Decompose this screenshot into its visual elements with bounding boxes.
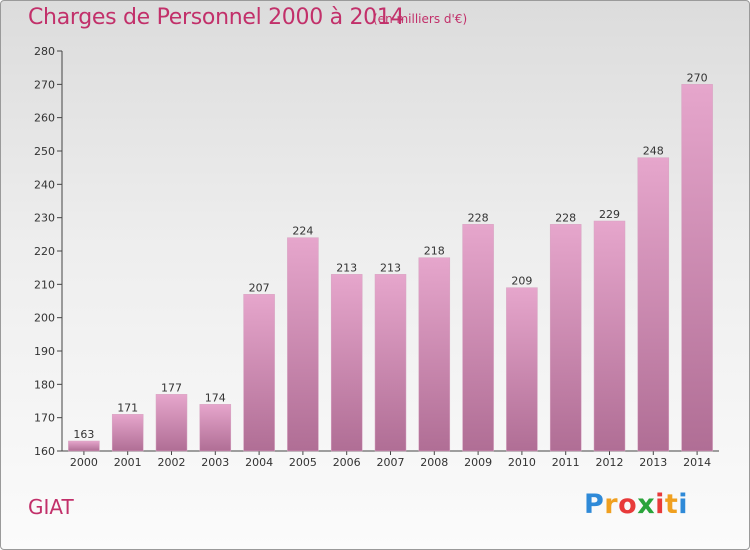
y-tick-label: 270 <box>34 78 55 91</box>
y-axis: 160 170 180 190 200 210 220 230 240 250 260 270 280 <box>34 45 63 458</box>
bar-value-label: 163 <box>73 428 94 441</box>
x-tick-label: 2012 <box>596 456 624 469</box>
x-tick-label: 2007 <box>377 456 405 469</box>
place-name: GIAT <box>28 495 74 519</box>
logo-letter: t <box>664 489 679 520</box>
x-tick-label: 2010 <box>508 456 536 469</box>
x-tick-label: 2006 <box>333 456 361 469</box>
bar-value-label: 213 <box>336 261 357 274</box>
y-tick-label: 240 <box>34 178 55 191</box>
y-tick-label: 260 <box>34 112 55 125</box>
bar-2014 <box>681 84 713 452</box>
bar-value-label: 209 <box>511 275 532 288</box>
y-tick-label: 200 <box>34 312 55 325</box>
y-tick-label: 210 <box>34 278 55 291</box>
logo-letter: o <box>618 489 638 520</box>
x-tick-label: 2014 <box>683 456 711 469</box>
x-tick-label: 2008 <box>420 456 448 469</box>
x-tick-label: 2000 <box>70 456 98 469</box>
bar-value-label: 248 <box>643 145 664 158</box>
bar-value-label: 207 <box>249 281 270 294</box>
bar-value-label: 224 <box>292 225 313 238</box>
logo-letter: x <box>637 489 656 520</box>
chart-subtitle: (en milliers d'€) <box>373 12 468 26</box>
logo-letter: P <box>584 489 605 520</box>
y-tick-label: 250 <box>34 145 55 158</box>
x-tick-label: 2004 <box>245 456 273 469</box>
y-tick-label: 230 <box>34 212 55 225</box>
chart-title: Charges de Personnel 2000 à 2014 <box>28 5 405 30</box>
y-tick-label: 160 <box>34 445 55 458</box>
bar-value-label: 174 <box>205 391 226 404</box>
y-tick-label: 170 <box>34 412 55 425</box>
bar-2010 <box>506 287 538 452</box>
x-tick-label: 2011 <box>552 456 580 469</box>
y-tick-label: 190 <box>34 345 55 358</box>
x-tick-label: 2005 <box>289 456 317 469</box>
bar-2005 <box>287 237 319 452</box>
x-tick-label: 2003 <box>201 456 229 469</box>
y-tick-label: 180 <box>34 378 55 391</box>
x-tick-label: 2013 <box>639 456 667 469</box>
bar-2006 <box>330 274 363 452</box>
bar-2004 <box>243 294 275 452</box>
bar-2008 <box>418 257 451 452</box>
bar-2009 <box>462 224 494 452</box>
bar-value-label: 177 <box>161 381 182 394</box>
bar-value-label: 270 <box>687 71 708 84</box>
bar-value-label: 228 <box>555 211 576 224</box>
logo-letter: i <box>678 489 689 520</box>
bar-value-label: 213 <box>380 261 401 274</box>
bar-2003 <box>199 404 232 452</box>
bar-2011 <box>549 224 582 452</box>
logo-letter: i <box>655 489 665 520</box>
bar-value-label: 229 <box>599 208 620 221</box>
x-tick-label: 2009 <box>464 456 492 469</box>
y-tick-label: 220 <box>34 245 55 258</box>
bar-value-label: 218 <box>424 245 445 258</box>
bar-2007 <box>374 274 407 452</box>
bar-2000 <box>68 440 100 452</box>
bars: 163 171 177 174 207 224 213 213 218 228 209 228 229 2… <box>68 71 713 452</box>
x-axis: 2000 2001 2002 2003 2004 2005 2006 2007 2008 2009… <box>62 450 719 469</box>
x-tick-label: 2002 <box>158 456 186 469</box>
bar-value-label: 171 <box>117 401 138 414</box>
bar-2012 <box>593 220 626 452</box>
bar-2002 <box>155 394 188 452</box>
logo-letter: r <box>604 489 619 520</box>
bar-2013 <box>637 157 670 452</box>
x-tick-label: 2001 <box>114 456 142 469</box>
y-tick-label: 280 <box>34 45 55 58</box>
bar-2001 <box>111 414 144 452</box>
bar-value-label: 228 <box>468 211 489 224</box>
proxiti-logo: Proxiti <box>584 489 688 520</box>
